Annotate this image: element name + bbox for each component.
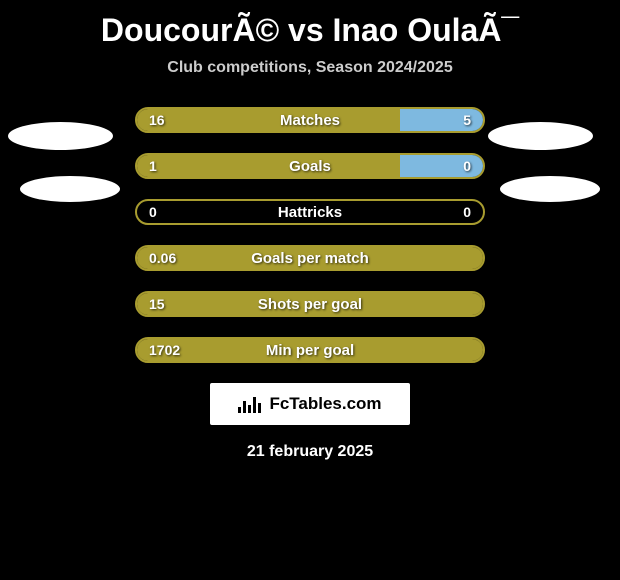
stat-row: 0.06 Goals per match: [0, 245, 620, 271]
value-right: 0: [463, 204, 471, 220]
bar-left: [137, 155, 400, 177]
value-left: 1702: [149, 342, 180, 358]
stat-label: Goals: [289, 158, 331, 175]
value-right: 0: [463, 158, 471, 174]
page-title: DoucourÃ© vs Inao OulaÃ¯: [0, 0, 620, 49]
value-left: 0.06: [149, 250, 176, 266]
logo-bars-icon: [238, 395, 263, 413]
subtitle: Club competitions, Season 2024/2025: [0, 59, 620, 77]
date-text: 21 february 2025: [0, 443, 620, 461]
stat-label: Min per goal: [266, 342, 354, 359]
stat-label: Shots per goal: [258, 296, 362, 313]
stat-label: Hattricks: [278, 204, 342, 221]
stat-label: Matches: [280, 112, 340, 129]
player-marker: [20, 176, 120, 202]
stat-row: 15 Shots per goal: [0, 291, 620, 317]
value-left: 15: [149, 296, 165, 312]
stat-bar: 0 0 Hattricks: [135, 199, 485, 225]
value-left: 16: [149, 112, 165, 128]
stat-label: Goals per match: [251, 250, 369, 267]
player-marker: [488, 122, 593, 150]
logo-text: FcTables.com: [269, 394, 381, 414]
stat-row: 1702 Min per goal: [0, 337, 620, 363]
value-right: 5: [463, 112, 471, 128]
stat-bar: 16 5 Matches: [135, 107, 485, 133]
stat-bar: 1702 Min per goal: [135, 337, 485, 363]
stat-row: 1 0 Goals: [0, 153, 620, 179]
bar-left: [137, 109, 400, 131]
player-marker: [8, 122, 113, 150]
stat-bar: 0.06 Goals per match: [135, 245, 485, 271]
logo-box: FcTables.com: [210, 383, 410, 425]
player-marker: [500, 176, 600, 202]
value-left: 0: [149, 204, 157, 220]
stat-bar: 15 Shots per goal: [135, 291, 485, 317]
stat-bar: 1 0 Goals: [135, 153, 485, 179]
value-left: 1: [149, 158, 157, 174]
stat-row: 0 0 Hattricks: [0, 199, 620, 225]
fctables-logo: FcTables.com: [238, 394, 381, 414]
